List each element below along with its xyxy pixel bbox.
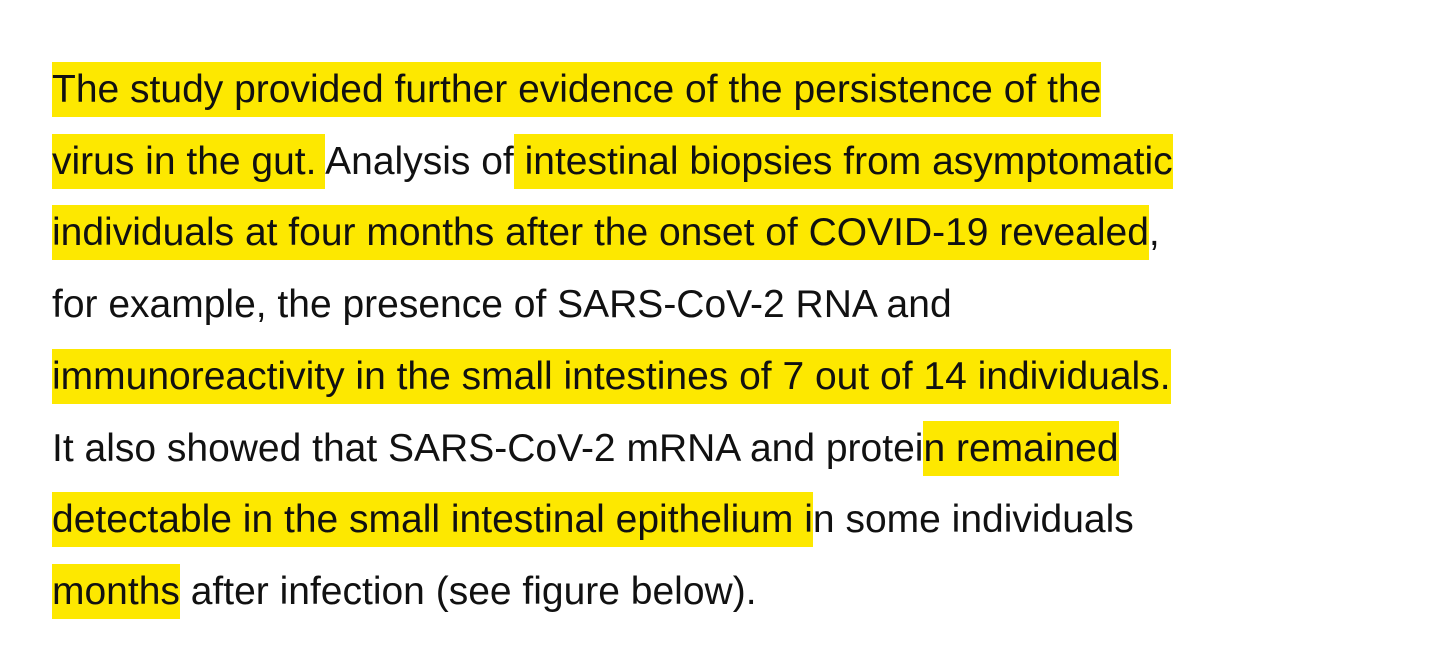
highlighted-text: intestinal biopsies from asymptomatic [513,133,1173,189]
text: It also showed that SARS-CoV-2 mRNA and … [52,426,924,470]
highlighted-text: virus in the gut. [52,133,326,189]
text-line: detectable in the small intestinal epith… [52,490,1134,550]
text-line: immunoreactivity in the small intestines… [52,347,1171,407]
text: n some individuals [812,498,1134,542]
text: for example, the presence of SARS-CoV-2 … [52,283,952,327]
text-line: The study provided further evidence of t… [52,60,1102,120]
text-line: months after infection (see figure below… [52,562,757,622]
text-line: virus in the gut. Analysis of intestinal… [52,132,1173,192]
text: , [1148,211,1160,255]
highlighted-text: The study provided further evidence of t… [52,62,1102,117]
highlighted-text: detectable in the small intestinal epith… [52,492,813,548]
highlighted-text: immunoreactivity in the small intestines… [52,348,1171,404]
highlighted-text: n remained [923,420,1119,476]
text-line: for example, the presence of SARS-CoV-2 … [52,275,952,335]
text: after infection (see figure below). [179,569,757,613]
highlighted-text: months [52,563,180,619]
text-line: individuals at four months after the ons… [52,203,1160,263]
text: Analysis of [325,139,514,183]
highlighted-text: individuals at four months after the ons… [52,205,1149,261]
text-line: It also showed that SARS-CoV-2 mRNA and … [52,419,1119,479]
